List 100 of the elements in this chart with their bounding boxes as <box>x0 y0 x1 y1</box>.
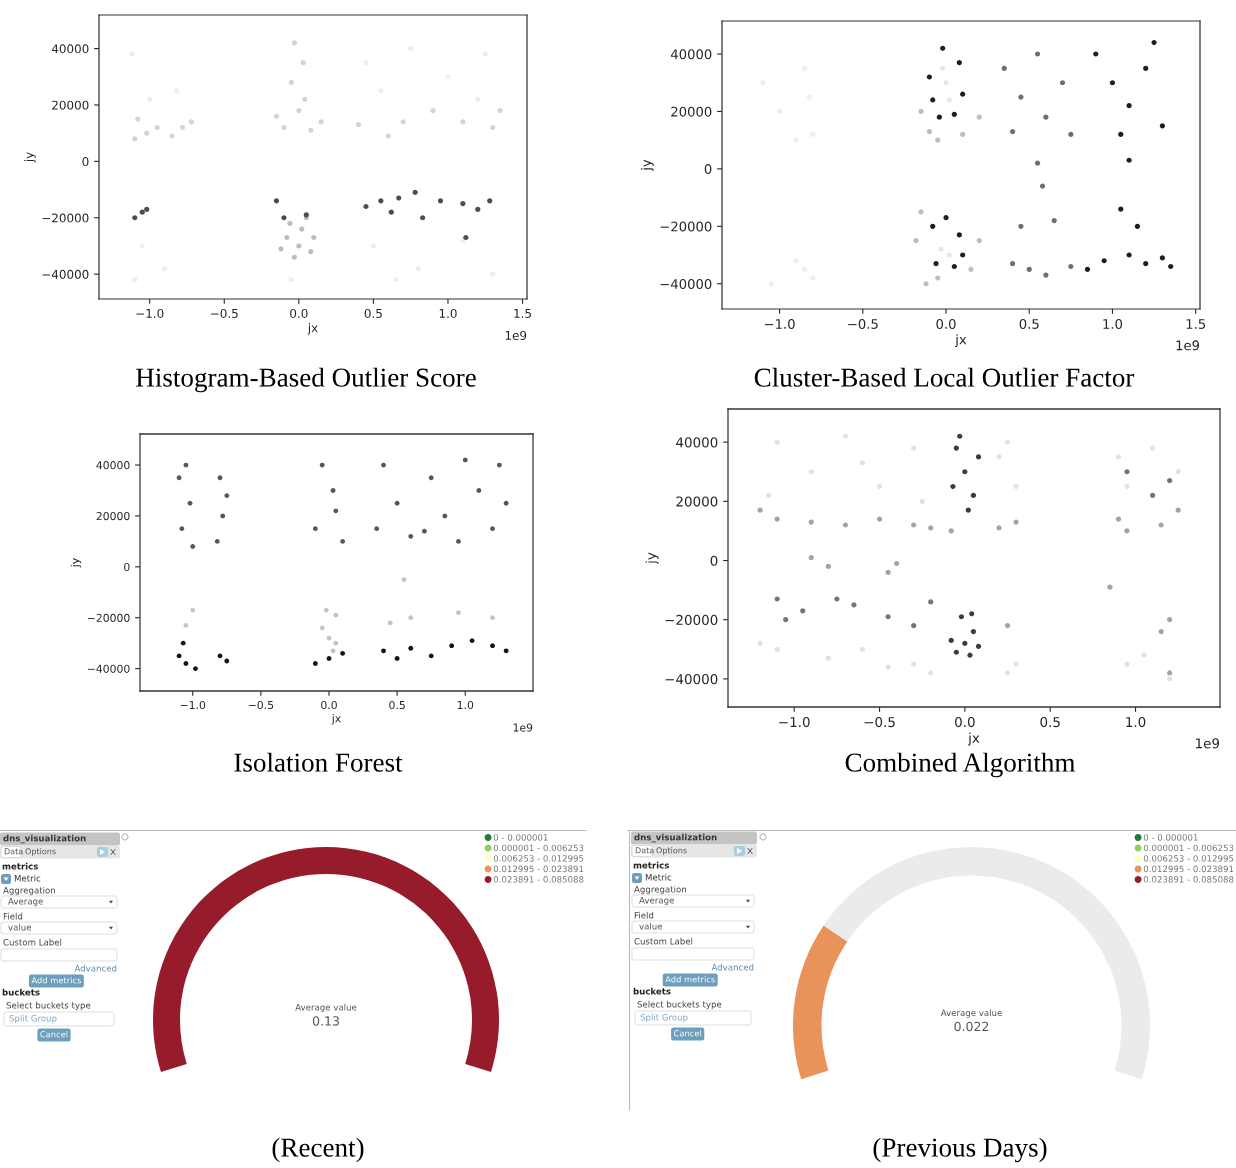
point <box>948 637 954 644</box>
point <box>975 454 982 460</box>
point <box>288 79 294 85</box>
text: (Previous Days) <box>873 1137 1047 1163</box>
point <box>1013 519 1019 525</box>
point <box>957 433 963 439</box>
y-tick-label: 40000 <box>676 437 718 448</box>
point <box>911 522 917 528</box>
point <box>144 130 150 136</box>
point <box>1151 39 1157 46</box>
point <box>800 608 806 614</box>
x-tick-label: 0.0 <box>936 318 956 329</box>
point <box>1141 652 1147 658</box>
point <box>774 646 780 652</box>
point <box>1167 617 1173 623</box>
point <box>460 119 466 125</box>
point <box>918 209 924 215</box>
text: Add metrics <box>665 975 715 983</box>
text: Histogram-Based Outlier Score <box>136 367 476 393</box>
y-tick-label: −40000 <box>660 278 712 289</box>
text: 1e9 <box>1176 340 1200 351</box>
point <box>1175 469 1181 475</box>
point <box>1034 51 1041 57</box>
point <box>960 131 966 138</box>
x-tick-label: −1.0 <box>779 716 810 728</box>
point <box>224 493 230 498</box>
y-axis-title: jy <box>70 558 82 568</box>
point <box>842 433 849 439</box>
x-axis-title: jx <box>955 334 967 348</box>
text: Average value <box>940 1009 1002 1018</box>
y-axis-title: jy <box>645 552 659 565</box>
point <box>1126 157 1132 163</box>
point <box>323 607 329 613</box>
x-tick-label: 0.5 <box>1019 318 1039 329</box>
point <box>333 612 339 618</box>
point <box>503 648 509 654</box>
point <box>291 254 297 260</box>
point <box>1018 94 1024 100</box>
point <box>968 266 974 272</box>
text: Custom Label <box>3 938 62 946</box>
legend-label: 0.012995 - 0.023891 <box>493 865 584 873</box>
point <box>975 643 982 649</box>
point <box>476 488 482 493</box>
text: Data <box>635 847 654 854</box>
point <box>1004 670 1011 676</box>
point <box>913 238 919 244</box>
y-tick-label: 20000 <box>52 100 89 110</box>
point <box>330 648 336 654</box>
point <box>456 538 461 544</box>
point <box>421 528 427 534</box>
text: buckets <box>633 987 671 995</box>
point <box>1126 103 1132 109</box>
point <box>919 498 925 504</box>
point <box>278 246 284 252</box>
point <box>412 189 418 195</box>
point <box>144 206 150 212</box>
point <box>1149 445 1156 451</box>
point <box>757 640 763 646</box>
x-tick-label: 1.0 <box>1126 716 1146 728</box>
point <box>946 252 952 258</box>
legend-label: 0.006253 - 0.012995 <box>1143 855 1234 862</box>
point <box>1124 661 1130 667</box>
x-tick-label: −1.0 <box>764 318 795 329</box>
point <box>936 114 942 120</box>
y-tick-label: −20000 <box>87 613 130 622</box>
point <box>224 658 230 664</box>
point <box>933 261 939 267</box>
point <box>834 596 840 602</box>
x-tick-label: 0.0 <box>321 700 337 710</box>
text: Custom Label <box>634 937 693 945</box>
text: Split Group <box>9 1014 57 1024</box>
point <box>1124 469 1130 475</box>
point <box>1118 206 1124 212</box>
point <box>928 670 934 676</box>
point <box>1159 255 1165 261</box>
point <box>490 124 496 131</box>
x-tick-label: 1.5 <box>514 309 531 318</box>
point <box>774 516 780 522</box>
point <box>1068 131 1074 138</box>
point <box>1115 454 1122 460</box>
text: Add metrics <box>31 976 81 984</box>
point <box>885 614 891 620</box>
point <box>503 500 509 506</box>
point <box>287 220 293 227</box>
point <box>1134 223 1141 229</box>
point <box>1167 676 1173 682</box>
point <box>928 599 934 605</box>
point <box>783 617 789 623</box>
point <box>396 195 402 201</box>
x-tick-label: 1.5 <box>1186 319 1206 329</box>
x-tick-label: 1.0 <box>439 308 457 318</box>
point <box>859 646 866 652</box>
text: Options <box>25 848 56 856</box>
point <box>930 223 936 229</box>
point <box>319 625 325 631</box>
y-tick-label: 40000 <box>670 49 712 60</box>
x-axis-title: jx <box>967 732 980 746</box>
point <box>970 492 976 499</box>
point <box>374 526 380 532</box>
point <box>1018 223 1024 229</box>
